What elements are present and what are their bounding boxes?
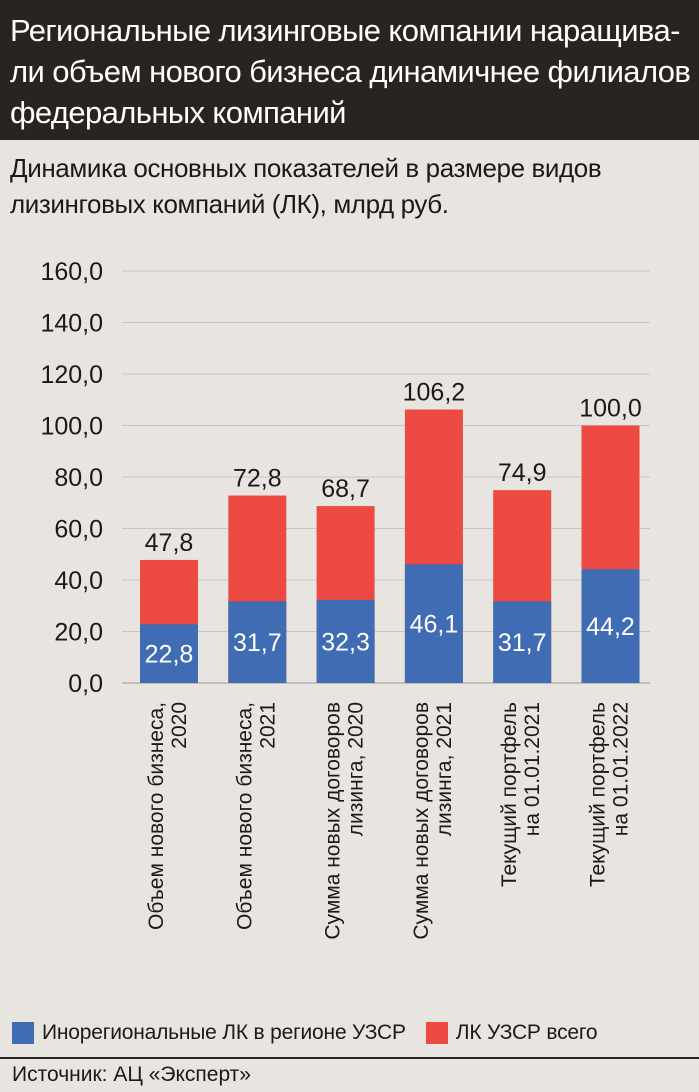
category-label-line-1: Текущий портфель [498,702,521,887]
data-label-blue-4: 46,1 [410,611,459,639]
chart-subtitle: Динамика основных показателей в размере … [10,150,690,222]
data-label-blue-6: 44,2 [586,613,635,641]
category-label-4: Сумма новых договоров лизинга, 2021 [410,702,456,940]
source-note: Источник: АЦ «Эксперт» [12,1063,251,1086]
data-label-total-6: 100,0 [579,395,642,423]
subtitle-line-2: лизинговых компаний (ЛК), млрд руб. [10,189,449,219]
category-label-5: Текущий портфель на 01.01.2021 [498,702,544,887]
category-label-line-2: 2021 [256,702,279,749]
data-label-blue-5: 31,7 [498,629,547,657]
bar-segment-blue-2 [228,601,287,683]
subtitle-line-1: Динамика основных показателей в размере … [10,153,602,183]
stacked-bar-chart: 0,0 20,0 40,0 60,0 80,0 100,0 120,0 140,0 160,0 4… [40,258,650,940]
bar-segment-blue-6 [581,569,640,683]
data-label-blue-3: 32,3 [321,628,370,656]
data-label-total-1: 47,8 [145,529,194,557]
y-tick-label: 100,0 [40,413,103,441]
category-label-line-2: лизинга, 2021 [433,702,456,836]
bar-segment-blue-1 [140,624,198,683]
bar-segment-blue-5 [493,601,552,683]
category-label-line-2: лизинга, 2020 [345,702,368,836]
legend-swatch-red [425,1022,448,1044]
data-label-total-3: 68,7 [321,475,370,503]
data-label-blue-1: 22,8 [145,641,194,669]
category-label-line-2: на 01.01.2022 [610,702,633,836]
data-label-total-4: 106,2 [403,379,466,407]
legend-label-blue: Инорегиональные ЛК в регионе УЗСР [42,1021,406,1044]
category-label-line-1: Объем нового бизнеса, [233,702,256,930]
data-label-blue-2: 31,7 [233,629,282,657]
bar-segment-blue-4 [404,564,463,683]
data-label-total-5: 74,9 [498,459,547,487]
category-label-line-1: Текущий портфель [587,702,610,887]
y-tick-label: 80,0 [54,464,103,492]
title-line-3: федеральных компаний [10,95,346,130]
category-label-6: Текущий портфель на 01.01.2022 [587,702,633,887]
bar-segment-blue-3 [316,599,375,683]
data-label-total-2: 72,8 [233,465,282,493]
category-label-2: Объем нового бизнеса, 2021 [233,702,279,930]
y-tick-label: 0,0 [68,670,103,698]
legend-label-red: ЛК УЗСР всего [455,1021,598,1044]
category-label-line-1: Сумма новых договоров [410,702,433,940]
legend-swatch-blue [12,1022,34,1044]
category-label-3: Сумма новых договоров лизинга, 2020 [322,702,368,940]
y-tick-label: 120,0 [40,361,103,389]
title-line-2: ли объем нового бизнеса динамичнее филиа… [10,54,691,89]
category-label-line-1: Объем нового бизнеса, [145,702,168,930]
category-label-line-2: 2020 [168,702,191,749]
y-tick-label: 160,0 [40,258,103,286]
category-label-line-2: на 01.01.2021 [521,702,544,836]
title-line-1: Региональные лизинговые компании наращив… [10,13,680,48]
title-bar: Региональные лизинговые компании наращив… [0,0,699,140]
y-tick-label: 20,0 [54,619,103,647]
category-label-line-1: Сумма новых договоров [322,702,345,940]
category-label-1: Объем нового бизнеса, 2020 [145,702,191,930]
footer-divider [0,1057,699,1059]
y-tick-label: 140,0 [40,310,103,338]
legend: Инорегиональные ЛК в регионе УЗСР ЛК УЗС… [12,1018,617,1048]
y-tick-label: 40,0 [54,567,103,595]
y-tick-label: 60,0 [54,516,103,544]
